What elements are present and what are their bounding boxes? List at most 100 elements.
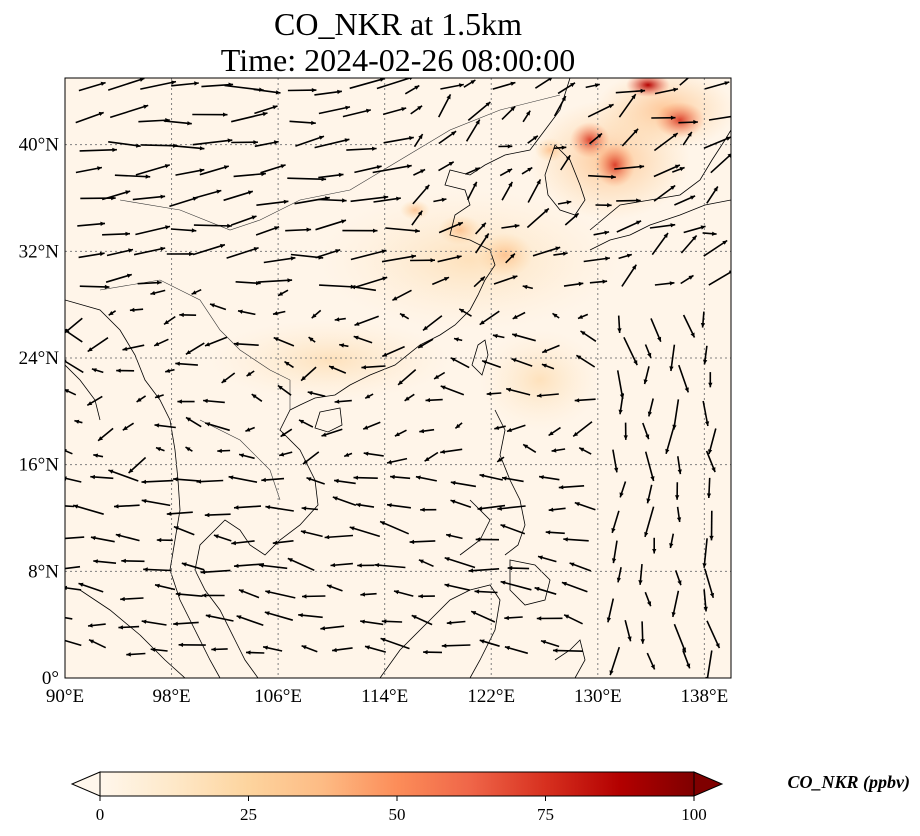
wind-arrow-head [246,650,251,655]
wind-arrow-head [418,594,423,599]
colorbar-tick-label: 50 [389,805,406,824]
wind-arrow-head [497,506,502,511]
wind-arrow-head [700,225,706,230]
wind-arrow-head [98,436,103,441]
wind-arrow-head [563,537,568,542]
wind-arrow-head [387,503,392,508]
wind-arrow-head [246,371,252,377]
wind-arrow-head [156,537,162,543]
wind-arrow-head [155,394,160,399]
wind-arrow-shaft [318,106,351,115]
wind-arrow-head [420,507,425,512]
wind-arrow-head [650,476,655,481]
coastlines [65,78,731,678]
wind-arrow-head [238,309,243,314]
wind-arrow-head [454,337,459,342]
wind-arrow-head [679,167,685,172]
wind-arrow-head [565,155,571,161]
wind-arrow-shaft [114,174,151,178]
wind-arrow-head [200,569,206,575]
wind-arrow-head [539,475,544,480]
wind-arrow-head [424,457,430,462]
wind-arrow-head [211,647,216,652]
wind-arrow-head [141,619,147,624]
wind-arrow-head [578,281,584,287]
wind-arrow-head [349,526,355,531]
wind-arrow-head [287,278,293,283]
wind-arrow-shaft [665,423,676,455]
wind-arrow-head [671,612,676,617]
wind-arrow-head [497,457,503,462]
wind-arrow-head [417,210,423,216]
wind-arrow-head [506,387,512,392]
wind-arrow-head [251,394,257,399]
wind-arrow-head [578,314,583,319]
wind-arrow-head [494,425,500,430]
wind-arrow-head [479,320,485,325]
wind-arrow-head [542,348,548,353]
wind-arrow-head [239,453,244,458]
wind-arrow-head [507,427,512,432]
wind-arrow-head [334,317,340,322]
colorbar-body [99,771,695,797]
wind-arrow-shaft [609,646,621,676]
wind-arrow-head [544,208,549,214]
wind-arrow-head [541,640,546,645]
wind-arrow-head [459,308,465,313]
wind-arrow-head [709,535,714,541]
wind-arrow-shaft [228,475,258,483]
wind-arrow-shaft [231,112,268,123]
wind-arrow-head [273,311,278,316]
wind-arrow-head [301,645,307,650]
wind-arrow-head [344,452,350,457]
lat-tick-label: 8°N [28,561,59,582]
wind-arrow-head [334,399,340,404]
wind-arrow-head [199,146,205,151]
wind-arrow-head [139,78,145,82]
wind-arrow-head [284,361,290,366]
wind-arrow-head [638,580,643,585]
wind-arrow-head [283,199,289,204]
wind-arrow-shaft [324,534,354,539]
wind-arrow-head [88,623,93,628]
wind-arrow-head [112,147,117,152]
wind-arrow-shaft [380,637,410,650]
wind-arrow-head [223,112,228,117]
wind-arrow-head [616,577,621,583]
wind-arrow-head [136,143,141,148]
wind-arrow-head [382,352,388,357]
wind-arrow-head [234,563,239,568]
colorbar-extend-high [693,771,724,797]
wind-arrow-head [290,256,296,261]
wind-arrow-head [510,253,515,259]
wind-arrow-head [470,80,476,85]
wind-arrow-head [302,594,307,599]
wind-arrow-head [357,563,362,568]
wind-arrow-head [125,190,131,195]
wind-arrow-shaft [105,273,133,283]
wind-arrow-shaft [65,616,73,620]
wind-arrow-head [646,498,651,504]
wind-arrow-head [273,140,279,145]
wind-arrow-head [446,533,451,538]
wind-arrow-head [319,135,324,140]
wind-arrow-head [216,189,222,194]
wind-arrow-head [510,106,516,112]
wind-arrow-head [382,276,388,281]
wind-arrow-shaft [444,557,476,569]
wind-arrow-head [669,281,675,286]
wind-arrow-head [185,350,191,355]
wind-arrow-head [672,133,678,138]
wind-arrow-head [555,246,561,251]
wind-arrow-head [221,378,227,383]
wind-arrow-head [274,226,280,231]
wind-arrow-head [98,111,104,116]
wind-arrow-head [387,459,392,465]
wind-arrow-head [448,161,454,166]
wind-arrow-head [390,474,395,480]
wind-arrow-head [561,145,567,150]
wind-arrow-head [532,135,538,141]
wind-arrow-head [90,535,96,541]
wind-arrow-head [657,336,662,342]
wind-arrow-shaft [374,564,406,569]
